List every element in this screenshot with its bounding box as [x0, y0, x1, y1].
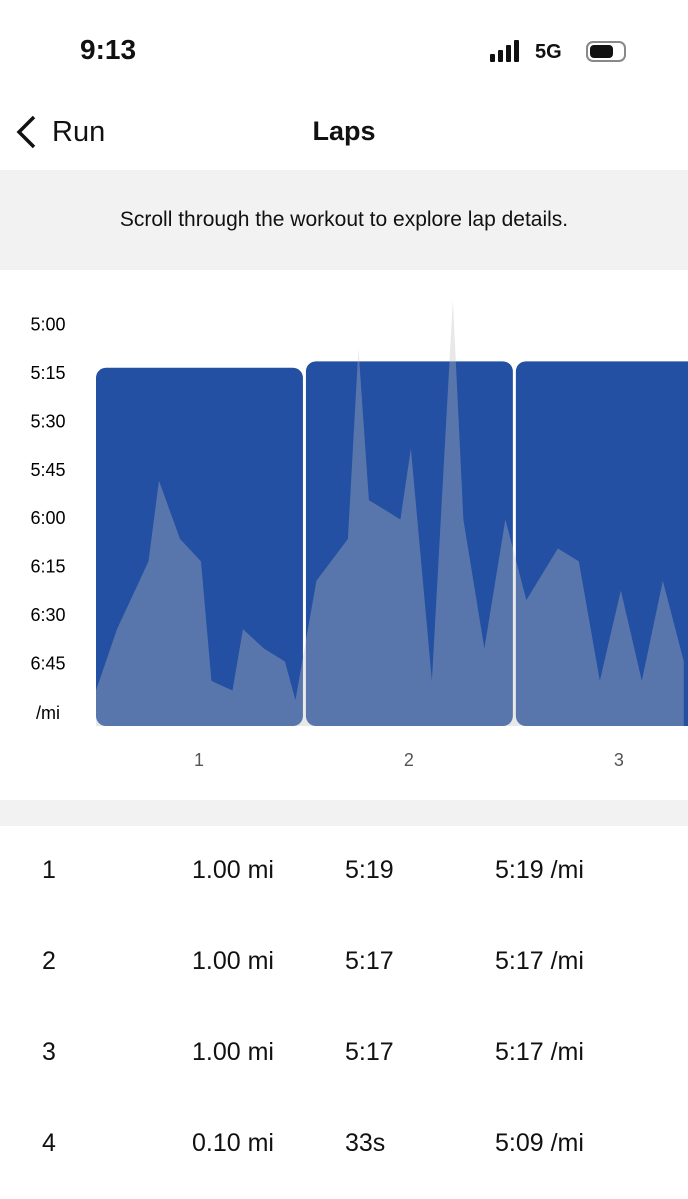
cell: 5:17 [345, 1038, 394, 1066]
cell: 5:19 [345, 856, 394, 884]
cell: 5:09 /mi [495, 1129, 584, 1157]
chart: /mi 5:00 5:15 5:30 5:45 6:00 6:15 6:30 6:45 1 2 3 [0, 300, 688, 826]
x-tick-label: 1 [194, 750, 204, 770]
back-button[interactable]: Run [14, 114, 105, 150]
divider [0, 800, 688, 826]
cell: 5:17 [345, 947, 394, 975]
lap-row: 3 1.00 mi 5:17 5:17 /mi [0, 1008, 688, 1099]
y-tick-label: 6:30 [30, 605, 65, 625]
cell: 5:19 /mi [495, 856, 584, 884]
cell: 33s [345, 1129, 386, 1157]
y-axis-label: /mi [36, 703, 60, 723]
pace-area [96, 300, 684, 726]
lap-row: 1 1.00 mi 5:19 5:19 /mi [0, 826, 688, 917]
back-icon [16, 115, 36, 149]
y-tick-label: 6:00 [30, 508, 65, 528]
y-tick-label: 5:15 [30, 363, 65, 383]
banner: Scroll through the workout to explore la… [0, 170, 688, 270]
lap-row: 2 1.00 mi 5:17 5:17 /mi [0, 917, 688, 1008]
cell: 5:17 /mi [495, 1038, 584, 1066]
y-tick-label: 5:30 [30, 411, 65, 431]
y-tick-label: 6:45 [30, 653, 65, 673]
cell: 2 [42, 947, 56, 975]
cell: 5:17 /mi [495, 947, 584, 975]
cell: 1.00 mi [192, 856, 274, 884]
back-label[interactable]: Run [52, 115, 106, 148]
cell: 1.00 mi [192, 1038, 274, 1066]
x-tick-label: 3 [614, 750, 624, 770]
nav-title: Laps [312, 116, 376, 146]
status-icons [490, 40, 626, 62]
cell: 3 [42, 1038, 56, 1066]
bar [96, 367, 303, 726]
y-tick-label: 6:15 [30, 557, 65, 577]
cell: 1.00 mi [192, 947, 274, 975]
cell: 4 [42, 1129, 56, 1157]
bar [515, 361, 688, 726]
y-tick-label: 5:45 [30, 460, 65, 480]
lap-row: 4 0.10 mi 33s 5:09 /mi [0, 1099, 688, 1190]
cell: 0.10 mi [192, 1129, 274, 1157]
cell: 1 [42, 856, 56, 884]
bar [305, 361, 513, 726]
status-time: 9:13 [80, 34, 137, 65]
y-tick-label: 5:00 [30, 315, 65, 335]
x-tick-label: 2 [404, 750, 414, 770]
network: 5G [535, 41, 562, 63]
